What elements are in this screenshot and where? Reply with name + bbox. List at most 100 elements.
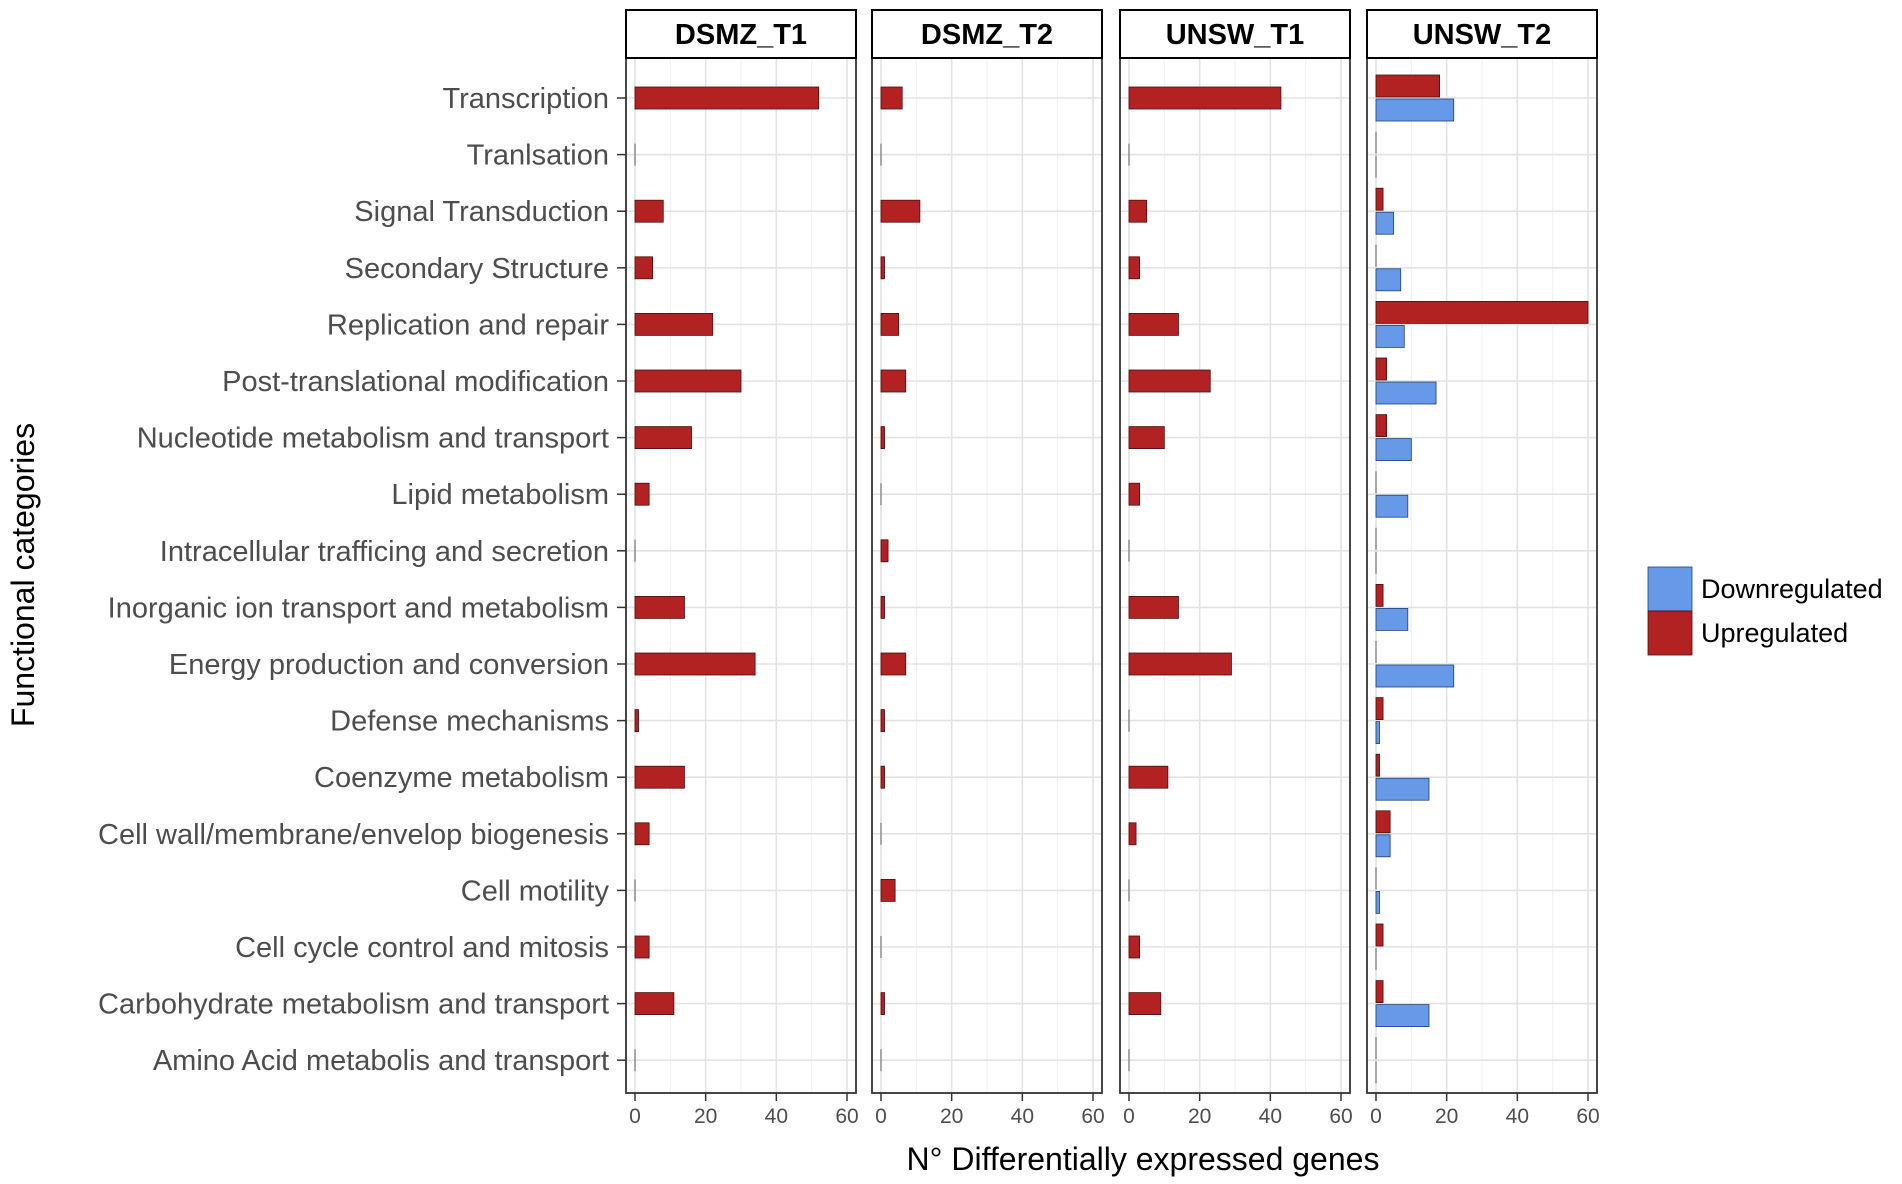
facet-strip bbox=[1366, 9, 1598, 59]
facet-panel: DSMZ_T1 0 20 40 60 bbox=[625, 9, 859, 1128]
bar-upregulated bbox=[1128, 652, 1232, 676]
bar-upregulated bbox=[880, 539, 889, 563]
facet-panel: UNSW_T1 0 20 40 60 bbox=[1119, 9, 1353, 1128]
bar-upregulated bbox=[634, 256, 654, 280]
bar-upregulated bbox=[880, 879, 896, 902]
facet-strip bbox=[625, 9, 857, 59]
bar-upregulated bbox=[1128, 596, 1179, 619]
bar-downregulated bbox=[1375, 608, 1409, 631]
category-label: Cell motility bbox=[461, 875, 610, 907]
category-label: Lipid metabolism bbox=[391, 479, 609, 511]
x-tick-label: 60 bbox=[1081, 1105, 1104, 1128]
bar-upregulated bbox=[1375, 584, 1384, 607]
bar-upregulated bbox=[1128, 369, 1211, 393]
facet-strip bbox=[1119, 9, 1351, 59]
bar-upregulated bbox=[880, 312, 900, 336]
bar-downregulated bbox=[1375, 381, 1437, 405]
bar-upregulated bbox=[634, 86, 820, 110]
bar-upregulated bbox=[1128, 992, 1162, 1015]
bar-upregulated bbox=[880, 369, 907, 393]
x-tick-label: 60 bbox=[1329, 1105, 1352, 1128]
y-axis-title: Functional categories bbox=[5, 423, 41, 727]
bar-upregulated bbox=[1128, 426, 1165, 450]
facet-strip-label: UNSW_T1 bbox=[1166, 19, 1305, 51]
facet-strip-label: UNSW_T2 bbox=[1413, 19, 1552, 51]
bar-downregulated bbox=[1375, 268, 1402, 292]
bar-upregulated bbox=[880, 709, 885, 732]
legend-label: Downregulated bbox=[1701, 574, 1883, 604]
bar-upregulated bbox=[1375, 357, 1388, 381]
bar-upregulated bbox=[634, 426, 692, 450]
bar-upregulated bbox=[1375, 414, 1388, 438]
bar-upregulated bbox=[880, 765, 885, 789]
bar-downregulated bbox=[1375, 721, 1380, 744]
bar-upregulated bbox=[880, 426, 885, 450]
bar-downregulated bbox=[1375, 891, 1380, 914]
bar-upregulated bbox=[1128, 765, 1169, 789]
bar-upregulated bbox=[634, 199, 664, 223]
category-label: Post-translational modification bbox=[222, 366, 609, 398]
category-label: Nucleotide metabolism and transport bbox=[137, 423, 609, 455]
bar-downregulated bbox=[1375, 1004, 1430, 1027]
bar-downregulated bbox=[1375, 438, 1412, 462]
x-tick-label: 20 bbox=[940, 1105, 963, 1128]
x-tick-label: 0 bbox=[629, 1105, 641, 1128]
category-label: Signal Transduction bbox=[354, 196, 609, 228]
bar-upregulated bbox=[880, 86, 903, 110]
bar-downregulated bbox=[1375, 494, 1409, 518]
bar-upregulated bbox=[1128, 199, 1148, 223]
bar-upregulated bbox=[1375, 187, 1384, 211]
category-label: Defense mechanisms bbox=[330, 706, 609, 738]
facet-strip-label: DSMZ_T1 bbox=[675, 19, 807, 51]
facet-panels: DSMZ_T1 0 20 40 60 DSMZ_T2 0 20 40 60 UNSW_T1 0 20 40… bbox=[625, 9, 1600, 1128]
bar-upregulated bbox=[880, 652, 907, 676]
bar-upregulated bbox=[1128, 86, 1282, 110]
bar-upregulated bbox=[634, 652, 756, 676]
bar-upregulated bbox=[1128, 482, 1141, 506]
x-axis-title: N° Differentially expressed genes bbox=[907, 1141, 1380, 1177]
category-label: Intracellular trafficing and secretion bbox=[160, 536, 609, 568]
bar-upregulated bbox=[634, 312, 714, 336]
x-tick-label: 40 bbox=[765, 1105, 788, 1128]
x-tick-label: 0 bbox=[1370, 1105, 1382, 1128]
facet-panel: UNSW_T2 0 20 40 60 bbox=[1366, 9, 1600, 1128]
x-tick-label: 40 bbox=[1506, 1105, 1529, 1128]
bar-upregulated bbox=[1128, 935, 1141, 959]
category-label: Inorganic ion transport and metabolism bbox=[108, 592, 609, 624]
bar-downregulated bbox=[1375, 98, 1455, 122]
x-tick-label: 40 bbox=[1011, 1105, 1034, 1128]
legend: Downregulated Upregulated bbox=[1647, 566, 1883, 656]
bar-upregulated bbox=[1375, 697, 1384, 720]
bar-upregulated bbox=[880, 199, 921, 223]
category-label: Carbohydrate metabolism and transport bbox=[98, 989, 609, 1021]
bar-upregulated bbox=[1128, 822, 1137, 846]
category-label: Amino Acid metabolis and transport bbox=[153, 1045, 609, 1077]
category-label: Secondary Structure bbox=[345, 253, 609, 285]
x-tick-label: 60 bbox=[1576, 1105, 1599, 1128]
bar-upregulated bbox=[880, 256, 885, 280]
bar-upregulated bbox=[1375, 810, 1391, 834]
facet-panel: DSMZ_T2 0 20 40 60 bbox=[871, 9, 1105, 1128]
bar-upregulated bbox=[634, 992, 675, 1015]
x-tick-label: 20 bbox=[1435, 1105, 1458, 1128]
category-label: Energy production and conversion bbox=[169, 649, 609, 681]
bar-upregulated bbox=[880, 992, 885, 1015]
bar-upregulated bbox=[634, 822, 650, 846]
bar-upregulated bbox=[880, 596, 885, 619]
facet-strip bbox=[871, 9, 1103, 59]
category-label: Transcription bbox=[442, 83, 609, 115]
x-tick-label: 20 bbox=[694, 1105, 717, 1128]
bar-upregulated bbox=[1128, 312, 1179, 336]
category-label: Tranlsation bbox=[467, 140, 609, 172]
x-tick-label: 20 bbox=[1188, 1105, 1211, 1128]
category-label: Cell wall/membrane/envelop biogenesis bbox=[98, 819, 609, 851]
legend-swatch bbox=[1647, 610, 1693, 656]
bar-upregulated bbox=[634, 765, 685, 789]
bar-upregulated bbox=[1128, 256, 1141, 280]
bar-downregulated bbox=[1375, 834, 1391, 858]
bar-upregulated bbox=[634, 709, 639, 732]
bar-upregulated bbox=[1375, 923, 1384, 947]
category-label: Cell cycle control and mitosis bbox=[235, 932, 609, 964]
bar-upregulated bbox=[1375, 753, 1380, 777]
